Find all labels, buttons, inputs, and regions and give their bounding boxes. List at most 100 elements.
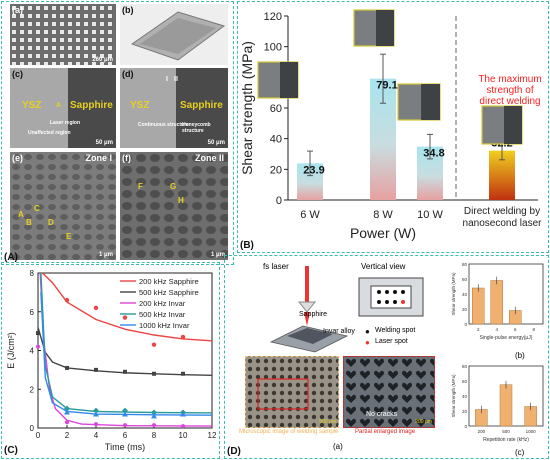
data-point [94,367,98,372]
image-letter: (c) [12,69,23,79]
bar [472,287,485,325]
sub-label-c: (c) [515,448,525,457]
data-point [122,411,128,417]
vertical-view-label: Vertical view [361,262,406,271]
point-a: A [18,210,24,219]
zone-two-marker: II [174,76,178,83]
image-letter: (a) [12,5,23,15]
legend-entry: 200 kHz Invar [139,299,186,308]
panel-a-tag: (A) [4,252,18,263]
zone-label: Zone I [85,153,113,163]
data-point [151,413,157,419]
micro-image-e: (e) Zone I A C B D E 1 μm [10,152,116,260]
legend-entry: 200 kHz Sapphire [139,277,199,286]
cell-texture [10,152,116,260]
sub-label-a: (a) [333,442,343,451]
point-f: F [138,182,143,191]
scale-bar-label: 200 μm [415,419,432,425]
point-g: G [170,182,177,191]
y-tick-label: 80 [462,364,468,369]
y-tick-label: 0 [464,424,467,429]
data-point [123,423,127,428]
sapphire-region [68,68,116,148]
sapphire-label: Sapphire [299,311,328,318]
image-letter: (b) [122,5,134,15]
micro-image-c: (c) YSZ Sapphire Laser region Unaffected… [10,68,116,148]
inset-dark-region [421,84,440,120]
category-label: 10 W [417,209,443,221]
category-label: 500 [502,429,510,434]
panel-c-tag: (C) [4,445,18,456]
sapphire-region [176,68,228,148]
x-tick-label: 12 [208,431,217,440]
enlarged-texture [344,357,434,427]
category-label: 6 W [300,209,320,221]
data-point [151,409,157,416]
data-point [65,420,69,425]
x-tick-label: 4 [94,431,99,440]
y-tick-label: 2 [30,385,35,394]
scale-bar-label: 500 μm [319,419,336,425]
category-label: 8 [532,327,535,332]
x-tick-label: 6 [123,431,128,440]
category-label: 8 W [373,209,393,221]
scale-bar-label: 50 μm [207,140,225,146]
panel-a: (a) 260 μm (b) (c) YSZ Sapphire Laser re… [1,1,234,265]
fit-curve [41,272,213,342]
ysz-label: YSZ [22,100,42,111]
panel-b: 020406080100120Shear strength (MPa)Power… [237,1,549,253]
data-point [93,411,99,417]
shear-strength-bar-chart: 020406080100120Shear strength (MPa)Power… [239,9,542,241]
zone-one-marker: I [166,76,168,83]
x-axis-label: Time (ms) [105,442,145,452]
point-e: E [66,232,72,241]
category-label: Direct welding by [464,206,540,217]
inset-dark-region [376,10,394,46]
micro-image-a: (a) 260 μm [10,4,116,65]
zone-label: Zone II [195,153,224,163]
y-tick-label: 20 [462,307,468,312]
legend-entry: 1000 kHz Invar [139,321,190,330]
point-b: B [26,218,32,227]
caption-microscopic: Microscopic image of welding sample [239,429,339,435]
image-letter: (d) [122,69,134,79]
y-tick-label: 120 [264,11,282,23]
legend-entry: 500 kHz Sapphire [139,288,199,297]
laser-setup-schematic [269,266,349,353]
welding-sample-texture [246,357,338,427]
legend-entry: 500 kHz Invar [139,310,186,319]
data-label: 23.9 [303,164,324,176]
data-point [122,407,128,414]
point-d: D [48,218,54,227]
welding-spot-dot: ● [365,327,370,336]
cell-texture [120,152,228,260]
data-point [180,411,186,417]
plot-frame [468,263,544,325]
y-tick-label: 60 [270,103,282,115]
inset-dark-region [504,106,522,144]
category-label: 1000 [526,429,537,434]
y-tick-label: 100 [264,42,282,54]
x-tick-label: 0 [36,431,41,440]
y-tick-label: 0 [30,424,35,433]
y-tick-label: 0 [276,195,282,207]
data-point [152,423,156,428]
category-label: 4 [495,327,498,332]
y-tick-label: 0 [464,322,467,327]
panel-c: 0 2 4 6 8 10 12 0 2 4 6 8 Time (ms) E (J/cm²) 200 kHz … [1,262,220,459]
invar-label: Invar alloy [323,328,355,335]
fit-curve [40,292,213,416]
partial-enlarged-image: No cracks 200 μm [343,356,435,428]
category-label: 6 [514,327,517,332]
y-axis-label: Shear strength (MPa) [451,374,456,418]
data-point [93,305,99,311]
data-point [93,407,99,414]
laser-region-note: Laser region [50,120,81,126]
sapphire-label: Sapphire [70,100,113,111]
y-axis-label: Shear strength (MPa) [451,272,456,316]
category-label: 200 [478,429,486,434]
micro-welding-sample: 500 μm [245,356,339,428]
legend-welding-spot: Welding spot [375,327,416,334]
data-point [181,424,185,429]
inset-dark-region [280,62,298,98]
